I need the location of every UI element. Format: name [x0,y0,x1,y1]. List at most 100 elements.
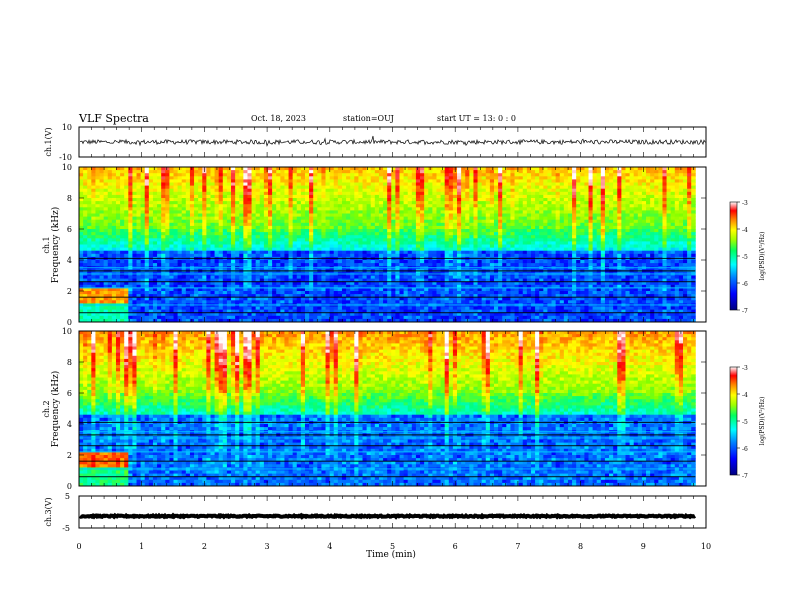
spectrogram-cell [140,263,146,267]
spectrogram-cell [263,275,269,279]
spectrogram-cell [424,201,429,205]
spectrogram-cell [465,176,470,180]
spectrogram-cell [206,204,211,208]
spectrogram-cell [194,253,199,258]
spectrogram-cell [341,201,347,205]
spectrogram-cell [309,167,314,171]
spectrogram-cell [120,167,125,171]
spectrogram-cell [341,188,347,193]
spectrogram-cell [309,294,314,298]
spectrogram-cell [263,253,269,258]
spectrogram-cell [383,201,388,205]
spectrogram-cell [198,263,203,267]
spectrogram-cell [136,318,142,323]
spectrogram-cell [111,182,117,186]
spectrogram-cell [346,210,351,214]
spectrogram-cell [231,287,236,292]
spectrogram-cell [161,182,166,186]
spectrogram-cell [300,253,306,258]
spectrogram-cell [309,275,314,279]
spectrogram-cell [370,198,376,202]
spectrogram-cell [83,188,88,193]
spectrogram-cell [157,201,162,205]
spectrogram-cell [136,207,142,211]
spectrogram-cell [378,297,384,301]
spectrogram-cell [452,191,458,196]
spectrogram-cell [383,294,388,298]
spectrogram-cell [218,238,224,242]
spectrogram-cell [313,232,318,236]
spectrogram-cell [79,204,84,208]
spectrogram-cell [465,309,470,314]
spectrogram-cell [173,312,179,317]
spectrogram-cell [288,232,294,236]
spectrogram-cell [107,188,113,193]
spectrogram-cell [309,216,314,221]
spectrogram-cell [420,275,425,279]
spectrogram-cell [383,309,388,314]
spectrogram-cell [148,170,154,174]
spectrogram-cell [387,222,392,227]
spectrogram-cell [411,306,417,310]
spectrogram-cell [354,294,359,298]
spectrogram-cell [136,297,142,301]
spectrogram-cell [374,247,380,252]
spectrogram-cell [222,284,228,289]
spectrogram-cell [448,306,454,310]
spectrogram-cell [387,179,392,183]
spectrogram-cell [124,213,129,217]
spectrogram-cell [263,291,269,295]
spectrogram-cell [103,291,109,295]
spectrogram-cell [321,318,326,323]
spectrogram-cell [148,294,154,298]
spectrogram-cell [91,225,96,230]
spectrogram-cell [95,219,100,224]
spectrogram-cell [411,318,417,323]
spectrogram-cell [177,275,183,279]
spectrogram-cell [325,232,331,236]
spectrogram-cell [448,247,454,252]
spectrogram-cell [120,241,125,245]
spectrogram-cell [99,198,105,202]
spectrogram-cell [329,253,335,258]
spectrogram-cell [268,173,273,177]
spectrogram-cell [263,281,269,286]
spectrogram-cell [346,278,351,283]
spectrogram-cell [79,306,84,310]
spectrogram-cell [309,176,314,180]
spectrogram-cell [251,191,257,196]
spectrogram-cell [440,238,446,242]
spectrogram-cell [198,284,203,289]
spectrogram-cell [243,207,248,211]
spectrogram-cell [115,241,121,245]
spectrogram-cell [79,201,84,205]
spectrogram-cell [231,201,236,205]
spectrogram-cell [222,232,228,236]
spectrogram-cell [251,204,257,208]
spectrogram-cell [420,194,425,199]
spectrogram-cell [152,194,158,199]
spectrogram-cell [296,306,302,310]
spectrogram-cell [288,173,294,177]
spectrogram-cell [91,297,96,301]
spectrogram-cell [226,194,232,199]
spectrogram-cell [350,263,355,267]
spectrogram-cell [103,235,109,239]
spectrogram-cell [161,309,166,314]
spectrogram-cell [152,297,158,301]
spectrogram-cell [321,173,326,177]
spectrogram-cell [247,318,252,323]
spectrogram-cell [79,278,84,283]
spectrogram-cell [424,213,429,217]
spectrogram-cell [407,235,413,239]
spectrogram-cell [231,213,236,217]
spectrogram-cell [177,216,183,221]
spectrogram-cell [383,287,388,292]
spectrogram-cell [148,173,154,177]
spectrogram-cell [341,170,347,174]
spectrogram-cell [461,294,466,298]
spectrogram-cell [226,306,232,310]
spectrogram-cell [157,182,162,186]
spectrogram-cell [461,309,466,314]
spectrogram-cell [341,179,347,183]
